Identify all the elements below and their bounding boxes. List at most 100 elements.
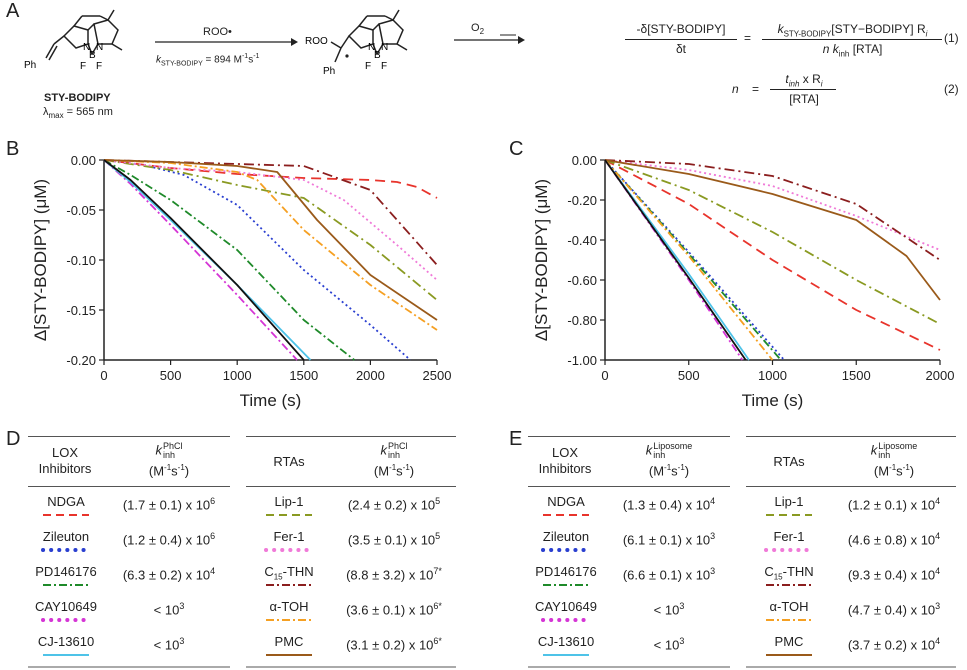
k-inh-header: k PhCl inh (M-1s-1) — [108, 442, 230, 479]
reagent-roo: ROO• — [203, 26, 232, 38]
series-line-cj-13610 — [103, 159, 312, 361]
series-line-fer-1 — [604, 159, 941, 251]
lox-rate-value: < 103 — [153, 636, 185, 653]
x-axis-title: Time (s) — [240, 391, 302, 410]
lox-rate-value: (6.6 ± 0.1) x 103 — [622, 566, 716, 583]
lox-compound-name: CAY10649 — [535, 599, 597, 614]
x-tick-label: 2000 — [926, 368, 955, 383]
y-tick-label: -1.00 — [567, 353, 597, 368]
series-line-lip-1 — [604, 159, 941, 325]
rta-legend-swatch — [766, 654, 812, 656]
k-inh-header: k Liposome inh (M-1s-1) — [832, 442, 956, 479]
x-axis-title: Time (s) — [742, 391, 804, 410]
rta-compound-name: PMC — [274, 634, 304, 649]
table-d: LOX Inhibitors k PhCl inh (M-1s-1) RTAs k PhCl in… — [28, 432, 458, 668]
y-tick-label: -0.20 — [567, 193, 597, 208]
series-line-pmc — [103, 159, 438, 321]
lox-compound-name: PD146176 — [35, 564, 97, 579]
k-inh-symbol: k PhCl inh — [380, 441, 408, 460]
reaction-arrow-1 — [155, 38, 298, 46]
rta-legend-swatch — [764, 548, 814, 552]
y-tick-label: 0.00 — [71, 153, 96, 168]
k-inh-units: (M-1s-1) — [873, 463, 915, 479]
lox-compound-name: Zileuton — [542, 529, 590, 544]
rta-rate-value: (3.7 ± 0.2) x 104 — [847, 636, 941, 653]
lox-legend-swatch — [43, 654, 89, 656]
panel-label-c: C — [509, 138, 524, 160]
lox-legend-swatch — [541, 548, 591, 552]
rta-compound-name: α-TOH — [269, 599, 309, 614]
k-inh-units: (M-1s-1) — [148, 463, 190, 479]
eq1-rhs-numerator: kSTY-BODIPY[STY−BODIPY] Ri — [777, 22, 928, 39]
series-line-pmc — [604, 159, 941, 301]
b-atom: B — [89, 50, 96, 61]
f-atom-1: F — [80, 61, 86, 72]
x-tick-label: 2500 — [423, 368, 452, 383]
lox-legend-swatch — [43, 514, 89, 516]
lox-rate-value: (1.2 ± 0.4) x 106 — [122, 531, 216, 548]
rule-bottom-left — [28, 666, 230, 668]
lox-compound-name: CAY10649 — [35, 599, 97, 614]
lox-compound-name: PD146176 — [535, 564, 597, 579]
lox-compound-name: NDGA — [547, 494, 585, 509]
rta-legend-swatch — [766, 584, 812, 586]
rule-top-right — [246, 436, 456, 437]
eq2-numerator: tinh x Ri — [785, 72, 823, 89]
x-tick-label: 1000 — [223, 368, 252, 383]
lox-inhibitors-header: LOX Inhibitors — [528, 445, 602, 477]
rta-compound-name: C15-THN — [264, 564, 314, 582]
lox-legend-swatch — [543, 654, 589, 656]
lox-legend-swatch — [543, 514, 589, 516]
n-atom-4: N — [381, 42, 388, 53]
lox-compound-name: CJ-13610 — [537, 634, 595, 649]
y-tick-label: -0.80 — [567, 313, 597, 328]
series-line-pd146176 — [103, 159, 355, 361]
reagent-o2: O2 — [471, 22, 485, 37]
series-line-lip-1 — [103, 159, 438, 301]
rta-legend-swatch — [266, 654, 312, 656]
eq1-equals: = — [744, 31, 752, 45]
eq1-fraction-bar — [625, 39, 737, 40]
lox-legend-swatch — [43, 584, 89, 586]
y-tick-label: -0.15 — [66, 303, 96, 318]
rta-rate-value: (4.6 ± 0.8) x 104 — [847, 531, 941, 548]
eq1-numerator: -δ[STY-BODIPY] — [636, 22, 726, 36]
lox-rate-value: < 103 — [153, 601, 185, 618]
eq1-denominator: δt — [675, 42, 686, 56]
lox-compound-name: NDGA — [47, 494, 85, 509]
eq2-lhs: n — [732, 82, 739, 96]
header-line: LOX — [551, 445, 578, 460]
rta-compound-name: PMC — [774, 634, 804, 649]
y-axis-title: Δ[STY-BODIPY] (μM) — [532, 179, 551, 341]
rta-rate-value: (3.1 ± 0.2) x 106* — [346, 636, 442, 653]
sty-bodipy-structure: N N B F F Ph — [24, 9, 123, 72]
lox-legend-swatch — [41, 618, 91, 622]
rta-rate-value: (8.8 ± 3.2) x 107* — [346, 566, 442, 583]
header-line: LOX — [51, 445, 78, 460]
rta-compound-name: C15-THN — [764, 564, 814, 582]
series-line-fer-1 — [103, 159, 438, 281]
series-line-ndga — [604, 159, 941, 351]
compound-name: STY-BODIPY — [44, 92, 111, 104]
k-inh-header: k PhCl inh (M-1s-1) — [332, 442, 456, 479]
x-tick-label: 1500 — [842, 368, 871, 383]
series-line-ndga — [103, 159, 438, 199]
panel-label-d: D — [6, 428, 21, 450]
eq2-fraction-bar — [770, 89, 836, 90]
rta-compound-name: Fer-1 — [273, 529, 305, 544]
series-line-cay10649 — [103, 159, 298, 361]
rule-header-right — [246, 486, 456, 487]
rta-rate-value: (3.6 ± 0.1) x 106* — [346, 601, 442, 618]
n-atom-1: N — [83, 42, 90, 53]
roo-group: ROO — [305, 36, 328, 47]
eq1-rhs-fraction-bar — [762, 39, 942, 40]
rta-compound-name: α-TOH — [769, 599, 809, 614]
eq1-rhs-denominator: n kinh [RTA] — [822, 42, 883, 59]
x-tick-label: 1000 — [758, 368, 787, 383]
ph-group-2: Ph — [323, 66, 335, 77]
rta-compound-name: Lip-1 — [774, 494, 804, 509]
rule-header-right — [746, 486, 956, 487]
y-tick-label: -0.05 — [66, 203, 96, 218]
